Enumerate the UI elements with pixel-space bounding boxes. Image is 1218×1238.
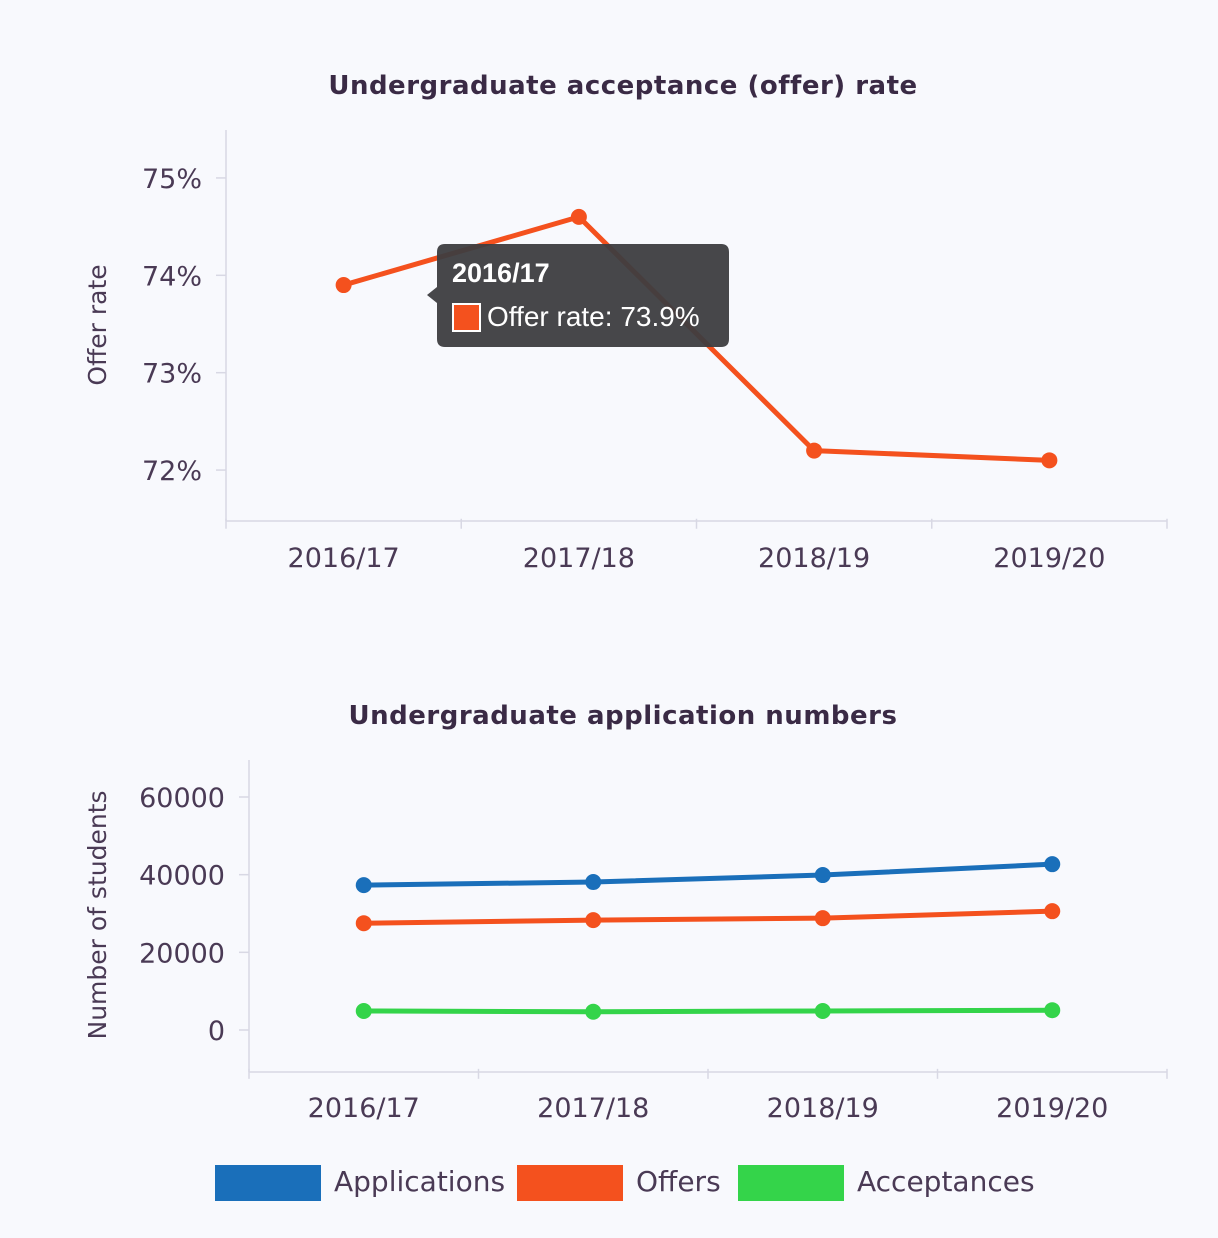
data-point	[1044, 856, 1061, 873]
y-tick-label: 40000	[139, 861, 225, 892]
series-line-acceptances	[363, 1007, 1053, 1015]
y-axis-label: Offer rate	[83, 264, 112, 385]
x-tick-label: 2017/18	[523, 543, 635, 574]
legend: Applications Offers Acceptances	[215, 1165, 1035, 1201]
tooltip-swatch	[452, 303, 481, 332]
legend-swatch	[517, 1165, 623, 1201]
tooltip-title: 2016/17	[452, 258, 550, 288]
y-tick-label: 72%	[142, 456, 202, 487]
x-tick-label: 2016/17	[288, 543, 400, 574]
data-point	[1044, 1002, 1061, 1019]
y-tick-label: 20000	[139, 938, 225, 969]
data-point	[1044, 903, 1061, 920]
y-tick-label: 75%	[142, 164, 202, 195]
data-point	[335, 277, 352, 294]
data-point	[1041, 452, 1058, 469]
legend-label: Offers	[636, 1165, 721, 1198]
x-tick-label: 2019/20	[996, 1093, 1108, 1124]
tooltip-label: Offer rate: 73.9%	[487, 301, 700, 332]
chart-title: Undergraduate acceptance (offer) rate	[328, 71, 917, 101]
data-point	[806, 442, 823, 459]
data-point	[814, 867, 831, 884]
data-point	[585, 1003, 602, 1020]
legend-item[interactable]: Offers	[517, 1165, 721, 1201]
legend-label: Applications	[334, 1165, 505, 1198]
series-line-offers	[363, 908, 1053, 926]
data-point	[355, 877, 372, 894]
tooltip: 2016/17 Offer rate: 73.9%	[427, 244, 729, 347]
data-point	[570, 208, 587, 225]
legend-item[interactable]: Acceptances	[738, 1165, 1035, 1201]
data-point	[585, 912, 602, 929]
y-tick-label: 60000	[139, 783, 225, 814]
series-line-applications	[363, 861, 1053, 888]
legend-label: Acceptances	[857, 1165, 1035, 1198]
data-point	[814, 910, 831, 927]
y-tick-label: 0	[208, 1016, 225, 1047]
data-point	[585, 874, 602, 891]
legend-swatch	[738, 1165, 844, 1201]
y-tick-label: 74%	[142, 261, 202, 292]
x-tick-label: 2018/19	[758, 543, 870, 574]
data-point	[355, 915, 372, 932]
y-tick-label: 73%	[142, 359, 202, 390]
offer-rate-chart: Undergraduate acceptance (offer) rate Of…	[83, 71, 1168, 574]
chart-title: Undergraduate application numbers	[349, 701, 898, 731]
data-point	[355, 1002, 372, 1019]
data-point	[814, 1002, 831, 1019]
application-numbers-chart: Undergraduate application numbers Number…	[83, 701, 1168, 1201]
x-tick-label: 2018/19	[767, 1093, 879, 1124]
legend-item[interactable]: Applications	[215, 1165, 505, 1201]
y-axis-label: Number of students	[83, 790, 112, 1039]
x-tick-label: 2019/20	[993, 543, 1105, 574]
legend-swatch	[215, 1165, 321, 1201]
x-tick-label: 2016/17	[308, 1093, 420, 1124]
x-tick-label: 2017/18	[537, 1093, 649, 1124]
